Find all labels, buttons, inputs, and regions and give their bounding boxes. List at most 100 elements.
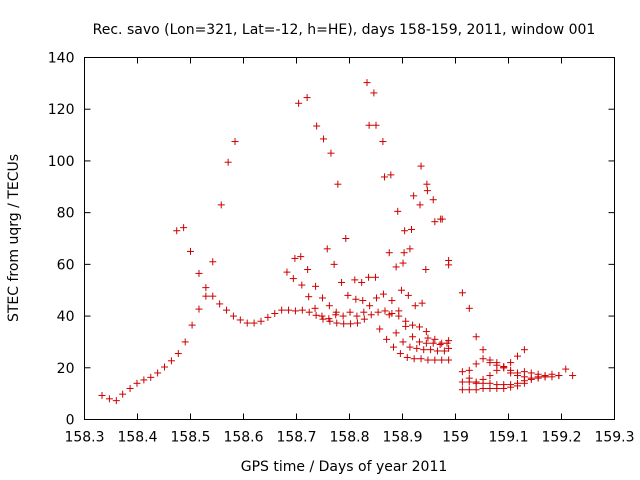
plot-frame — [84, 57, 615, 420]
data-point — [555, 372, 563, 380]
data-point — [392, 329, 400, 337]
data-point — [271, 309, 279, 317]
data-point — [325, 302, 333, 310]
data-point — [188, 321, 196, 329]
data-point — [298, 281, 306, 289]
data-point — [465, 366, 473, 374]
data-point — [399, 338, 407, 346]
data-point — [209, 258, 217, 266]
data-point — [140, 376, 148, 384]
data-point — [486, 372, 494, 380]
data-point — [423, 180, 431, 188]
data-point — [351, 276, 359, 284]
data-point — [396, 350, 404, 358]
data-point — [224, 158, 232, 166]
data-point — [500, 364, 508, 372]
data-point — [562, 365, 570, 373]
data-point — [379, 138, 387, 146]
data-point — [173, 227, 181, 235]
data-point — [408, 225, 416, 233]
x-tick-label: 159.1 — [488, 430, 528, 446]
y-axis: 0 20 40 60 80 100 120 140 — [48, 51, 615, 429]
data-point — [422, 266, 430, 274]
data-point — [402, 322, 410, 330]
data-point — [479, 384, 487, 392]
data-point — [327, 149, 335, 157]
data-point — [161, 363, 169, 371]
data-point — [389, 343, 397, 351]
data-point — [318, 294, 326, 302]
data-point — [379, 290, 387, 298]
data-point — [422, 328, 430, 336]
data-point — [399, 259, 407, 267]
data-point — [318, 312, 326, 320]
data-point — [472, 379, 480, 387]
data-point — [147, 373, 155, 381]
data-point — [472, 386, 480, 394]
y-tick-label: 60 — [57, 257, 75, 273]
data-point — [250, 319, 258, 327]
data-point — [424, 334, 432, 342]
data-point — [520, 346, 528, 354]
data-point — [303, 94, 311, 102]
data-point — [187, 247, 194, 255]
data-point — [359, 297, 367, 305]
data-point — [436, 341, 444, 349]
data-point — [458, 368, 466, 376]
data-point — [420, 346, 428, 354]
data-point — [360, 315, 368, 323]
data-point — [154, 369, 162, 377]
x-tick-label: 158.3 — [64, 430, 104, 446]
data-point — [411, 302, 419, 310]
data-point — [514, 382, 522, 390]
data-point — [209, 292, 217, 300]
data-point — [400, 249, 408, 257]
data-point — [229, 312, 237, 320]
data-point — [385, 249, 393, 257]
data-point — [195, 269, 203, 277]
y-axis-label: STEC from uqrg / TECUs — [6, 154, 22, 322]
data-point — [330, 260, 338, 268]
data-point — [133, 379, 141, 387]
data-point — [406, 343, 414, 351]
data-point — [385, 311, 393, 319]
data-point — [257, 317, 265, 325]
data-point — [403, 353, 411, 361]
data-point — [410, 355, 418, 363]
data-point — [500, 384, 508, 392]
data-point — [472, 360, 480, 368]
data-point — [352, 295, 360, 303]
data-point — [534, 370, 542, 378]
data-point — [216, 300, 224, 308]
data-point — [119, 390, 127, 398]
data-point — [358, 278, 366, 286]
x-tick-label: 158.8 — [329, 430, 369, 446]
data-point — [458, 386, 466, 394]
data-point — [180, 224, 188, 232]
data-point — [305, 308, 313, 316]
y-tick-label: 100 — [48, 154, 75, 170]
data-point — [431, 335, 439, 343]
data-point — [486, 356, 494, 364]
data-point — [217, 201, 225, 209]
data-point — [297, 253, 305, 261]
data-points — [98, 79, 577, 405]
data-point — [458, 378, 466, 386]
data-point — [541, 373, 549, 381]
data-point — [438, 356, 446, 364]
data-point — [409, 333, 417, 341]
x-tick-label: 159 — [442, 430, 469, 446]
data-point — [339, 312, 347, 320]
data-point — [433, 347, 441, 355]
data-point — [311, 304, 319, 312]
data-point — [312, 311, 320, 319]
data-point — [417, 355, 425, 363]
data-point — [304, 266, 312, 274]
data-point — [397, 286, 405, 294]
data-point — [472, 333, 480, 341]
data-point — [98, 391, 106, 399]
data-point — [338, 278, 346, 286]
data-point — [507, 359, 515, 367]
